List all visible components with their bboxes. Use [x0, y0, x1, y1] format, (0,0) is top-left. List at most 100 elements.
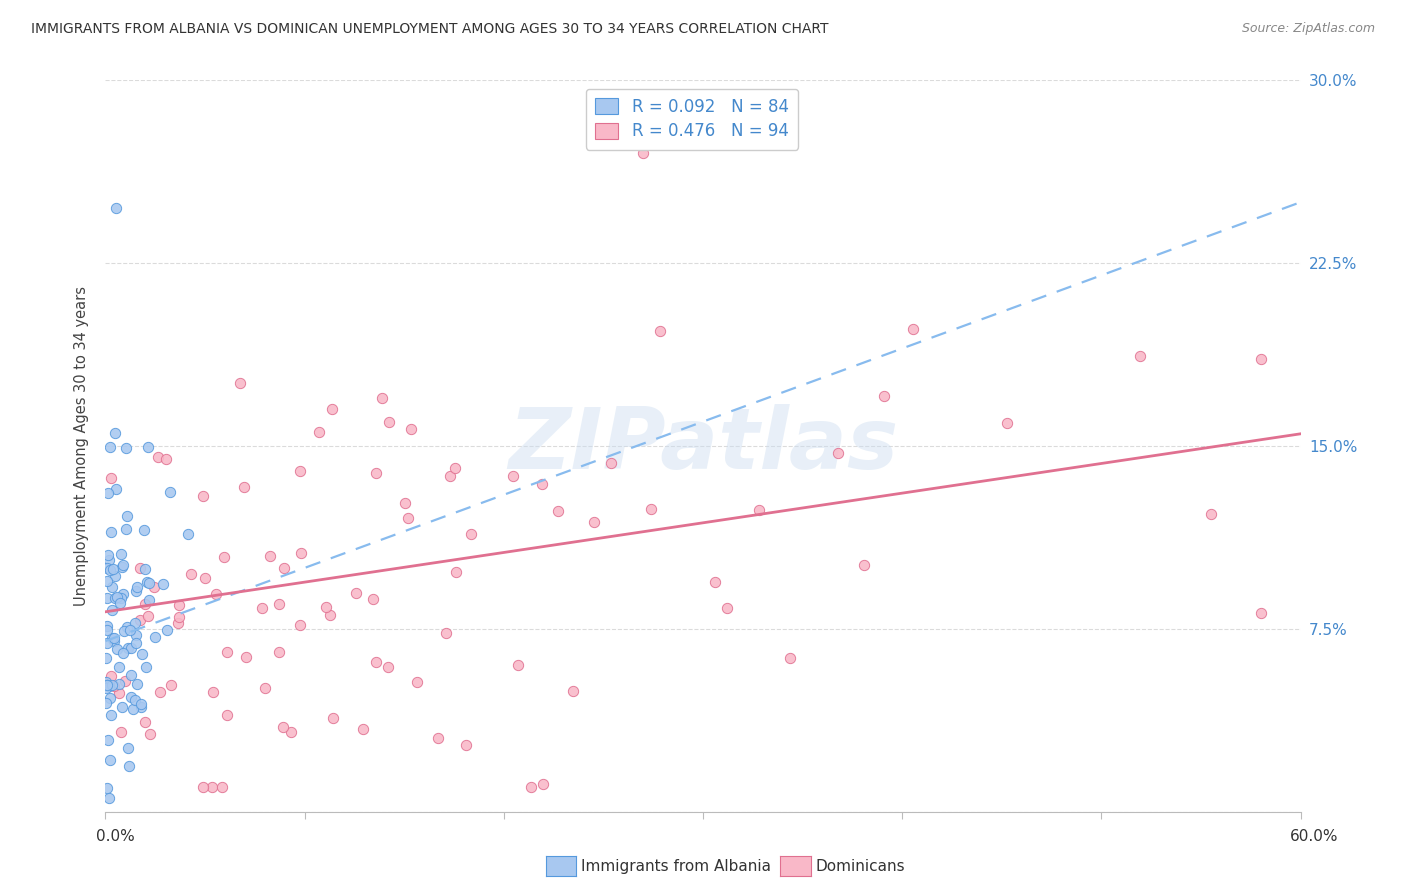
Point: [267, 644, 290, 658]
Point: [321, 401, 343, 416]
Point: [94, 681, 117, 695]
Point: [290, 546, 312, 560]
Point: [1201, 507, 1223, 521]
Point: [308, 425, 330, 439]
Point: [377, 415, 399, 429]
Point: [98, 440, 121, 454]
Point: [101, 580, 124, 594]
Point: [103, 679, 125, 693]
Text: Immigrants from Albania: Immigrants from Albania: [581, 859, 770, 873]
Point: [97, 552, 120, 566]
Point: [115, 620, 138, 634]
Point: [108, 595, 131, 609]
Point: [600, 456, 623, 470]
Point: [114, 441, 136, 455]
Point: [193, 489, 215, 503]
Point: [748, 502, 770, 516]
Point: [215, 707, 238, 722]
Point: [427, 731, 450, 745]
Point: [97, 548, 120, 562]
Point: [396, 510, 419, 524]
Point: [371, 391, 394, 405]
Point: [167, 599, 190, 613]
Text: Source: ZipAtlas.com: Source: ZipAtlas.com: [1241, 22, 1375, 36]
Point: [103, 631, 125, 645]
Point: [138, 575, 160, 590]
Point: [215, 645, 238, 659]
Point: [97, 790, 120, 805]
Point: [519, 780, 541, 795]
Point: [405, 675, 427, 690]
Text: ZIPatlas: ZIPatlas: [508, 404, 898, 488]
Point: [138, 608, 160, 623]
Y-axis label: Unemployment Among Ages 30 to 34 years: Unemployment Among Ages 30 to 34 years: [75, 286, 90, 606]
Point: [101, 603, 124, 617]
Point: [100, 753, 122, 767]
Point: [125, 636, 148, 650]
Point: [280, 725, 302, 739]
Point: [101, 562, 124, 576]
Point: [716, 600, 738, 615]
Point: [98, 690, 121, 705]
Point: [138, 592, 160, 607]
Point: [648, 324, 671, 338]
Text: Dominicans: Dominicans: [815, 859, 905, 873]
Point: [111, 699, 134, 714]
Point: [112, 624, 135, 639]
Point: [997, 416, 1019, 430]
Point: [105, 201, 128, 215]
Point: [232, 480, 254, 494]
Point: [117, 741, 139, 756]
Point: [779, 651, 801, 665]
Point: [101, 631, 124, 645]
Point: [211, 780, 233, 795]
Point: [97, 733, 120, 747]
Point: [124, 693, 146, 707]
Point: [229, 376, 252, 391]
Point: [202, 685, 225, 699]
Point: [117, 640, 139, 655]
Point: [1250, 606, 1272, 620]
Point: [115, 522, 138, 536]
Point: [105, 590, 128, 604]
Point: [142, 581, 165, 595]
Point: [100, 525, 122, 540]
Point: [361, 592, 384, 607]
Point: [156, 623, 179, 637]
Point: [167, 609, 190, 624]
Point: [212, 550, 235, 565]
Point: [439, 468, 461, 483]
Point: [271, 720, 294, 734]
Point: [110, 591, 132, 606]
Point: [100, 707, 122, 722]
Point: [111, 558, 134, 573]
Point: [852, 558, 875, 573]
Point: [152, 576, 174, 591]
Point: [901, 321, 924, 335]
Point: [322, 711, 344, 725]
Point: [273, 561, 295, 575]
Legend: R = 0.092   N = 84, R = 0.476   N = 94: R = 0.092 N = 84, R = 0.476 N = 94: [586, 88, 797, 150]
Point: [377, 659, 399, 673]
Point: [136, 575, 159, 590]
Point: [531, 777, 554, 791]
Point: [124, 615, 146, 630]
Point: [125, 628, 148, 642]
Point: [235, 649, 257, 664]
Point: [454, 739, 477, 753]
Point: [703, 575, 725, 590]
Point: [267, 597, 290, 611]
Point: [121, 702, 143, 716]
Point: [96, 618, 118, 632]
Point: [96, 675, 118, 690]
Point: [434, 625, 457, 640]
Point: [143, 631, 166, 645]
Point: [167, 616, 190, 631]
Point: [138, 440, 160, 454]
Point: [135, 659, 157, 673]
Point: [96, 560, 118, 574]
Point: [159, 485, 181, 500]
Point: [96, 591, 118, 606]
Point: [120, 624, 142, 638]
Point: [110, 547, 132, 561]
